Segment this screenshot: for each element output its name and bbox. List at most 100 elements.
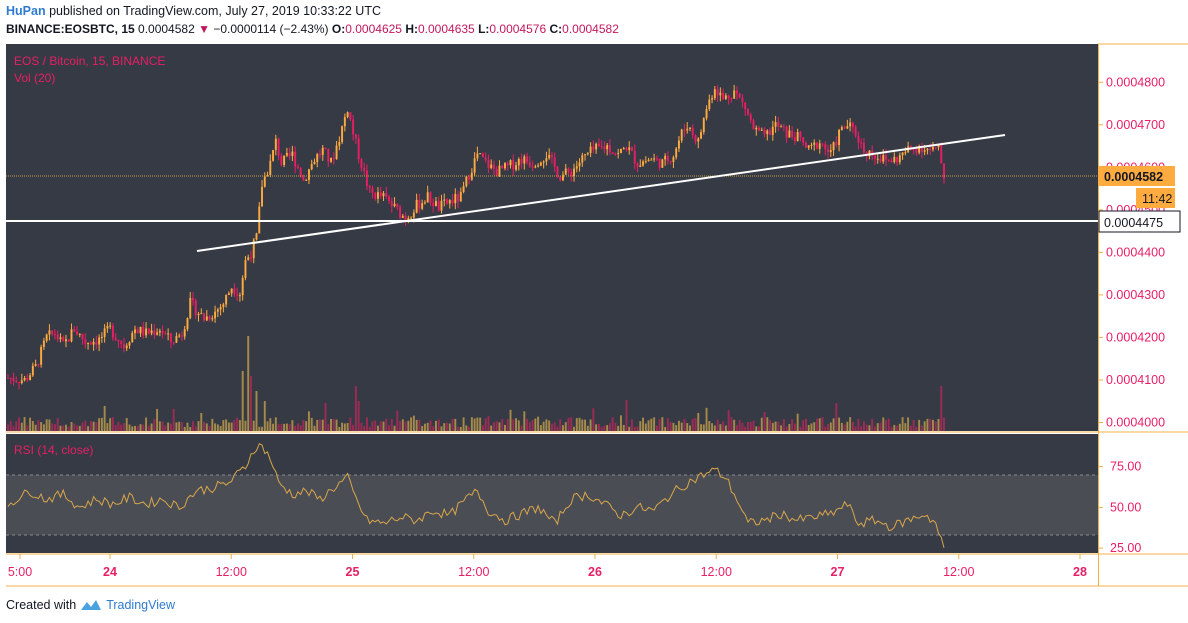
volume-bar (777, 421, 780, 431)
volume-bar (498, 422, 501, 431)
volume-bar (509, 409, 512, 431)
price-axis[interactable]: 0.00048000.00047000.00046000.00045000.00… (1098, 75, 1165, 429)
volume-label: Vol (20) (14, 71, 55, 85)
time-axis[interactable]: 5:00 24 12:00 25 12:00 26 12:00 27 12:00 28 (8, 554, 1087, 579)
candle-body (53, 333, 56, 335)
candle-body (879, 158, 882, 162)
candle-body (393, 203, 396, 207)
volume-bar (586, 425, 589, 431)
rsi-tick-label: 75.00 (1110, 460, 1141, 474)
candle-body (479, 153, 482, 155)
candle-body (158, 330, 161, 333)
volume-bar (252, 420, 255, 431)
pane-title: EOS / Bitcoin, 15, BINANCE (14, 54, 165, 68)
candle-body (410, 217, 413, 219)
price-pane[interactable] (6, 44, 1098, 431)
candle-body (227, 293, 230, 296)
volume-bar (48, 419, 51, 431)
volume-bar (689, 425, 691, 431)
candle-body (316, 154, 319, 162)
candle-body (603, 146, 606, 150)
candle-body (87, 342, 90, 344)
candle-body (520, 158, 523, 164)
volume-bar (357, 401, 360, 431)
volume-bar (470, 417, 473, 431)
volume-bar (664, 426, 667, 431)
candle-body (208, 316, 211, 320)
volume-bar (274, 417, 277, 431)
countdown-badge: 11:42 (1142, 192, 1172, 206)
volume-bar (614, 422, 617, 431)
candle-body (216, 309, 219, 312)
volume-bar (611, 417, 614, 431)
candle-body (849, 122, 852, 127)
volume-bar (553, 422, 556, 431)
volume-bar (584, 419, 587, 431)
volume-bar (70, 422, 73, 431)
rsi-axis[interactable]: 75.00 50.00 25.00 (1098, 460, 1141, 556)
volume-bar (771, 422, 774, 431)
candle-body (379, 192, 382, 197)
author-name[interactable]: HuPan (6, 4, 46, 18)
volume-bar (915, 426, 918, 431)
volume-bar (506, 418, 509, 431)
volume-bar (766, 417, 769, 431)
rsi-band (6, 475, 1098, 535)
candle-body (307, 169, 310, 180)
candle-body (70, 329, 73, 342)
volume-bar (172, 408, 175, 431)
volume-bar (526, 418, 529, 431)
volume-bar (393, 425, 396, 431)
candle-body (111, 325, 114, 338)
volume-bar (84, 420, 87, 431)
volume-bar (423, 423, 426, 431)
tradingview-brand-link[interactable]: TradingView (106, 598, 175, 612)
volume-bar (396, 410, 399, 431)
volume-bar (280, 423, 283, 431)
volume-bar (912, 419, 915, 431)
candle-body (98, 337, 101, 345)
volume-bar (407, 420, 410, 431)
ohlc-line: BINANCE:EOSBTC, 15 0.0004582 ▼ −0.000011… (6, 22, 619, 36)
volume-bar (390, 419, 393, 431)
volume-bar (98, 418, 101, 431)
candle-body (321, 147, 324, 155)
candle-body (114, 337, 117, 340)
candle-body (636, 163, 639, 167)
volume-bar (451, 418, 454, 431)
volume-bar (843, 424, 846, 431)
candle-body (7, 377, 9, 379)
volume-bar (338, 426, 341, 431)
candle-body (365, 170, 368, 186)
volume-bar (183, 426, 186, 431)
volume-bar (238, 420, 241, 431)
volume-bar (550, 423, 553, 431)
volume-bar (708, 421, 711, 431)
candle-body (123, 343, 125, 349)
candle-body (691, 127, 694, 136)
volume-bar (931, 419, 934, 431)
candle-body (76, 331, 78, 335)
candle-body (655, 158, 658, 160)
volume-bar (161, 421, 164, 431)
volume-bar (222, 420, 225, 431)
trendline-drawing[interactable] (196, 134, 1006, 252)
candle-body (457, 194, 460, 202)
candle-body (931, 147, 934, 150)
candle-body (136, 329, 139, 334)
candle-body (840, 127, 843, 130)
candle-body (349, 112, 352, 120)
volume-bar (763, 412, 766, 431)
volume-bar (868, 425, 871, 431)
candle-body (283, 155, 286, 165)
candle-body (180, 335, 183, 337)
candle-body (426, 192, 429, 203)
volume-bar (211, 418, 214, 431)
candle-body (943, 163, 945, 179)
volume-bar (266, 421, 269, 431)
volume-bar (192, 421, 194, 431)
hline-badge: 0.0004475 (1104, 216, 1163, 230)
volume-bar (589, 419, 592, 431)
volume-bar (205, 423, 208, 431)
